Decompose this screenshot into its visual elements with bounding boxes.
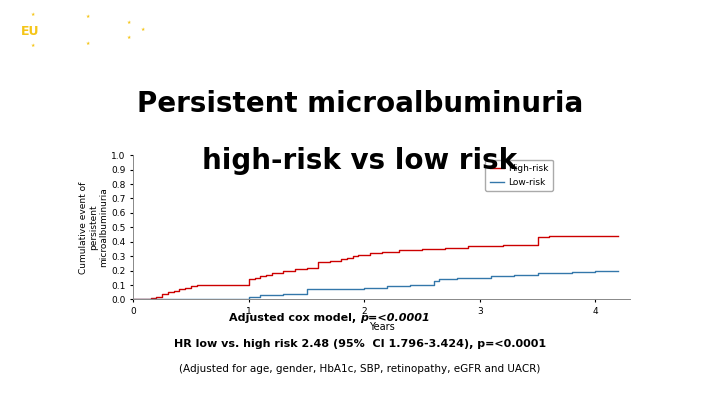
Text: ★: ★ xyxy=(30,43,35,47)
X-axis label: Years: Years xyxy=(369,322,395,332)
Text: ★: ★ xyxy=(86,40,90,45)
Text: PRIORITY: PRIORITY xyxy=(68,26,120,36)
Text: (Adjusted for age, gender, HbA1c, SBP, retinopathy, eGFR and UACR): (Adjusted for age, gender, HbA1c, SBP, r… xyxy=(179,364,541,374)
Text: Adjusted cox model,: Adjusted cox model, xyxy=(229,313,360,324)
Text: HR low vs. high risk 2.48 (95%  CI 1.796-3.424), p=<0.0001: HR low vs. high risk 2.48 (95% CI 1.796-… xyxy=(174,339,546,349)
Text: high-risk vs low risk: high-risk vs low risk xyxy=(202,147,518,175)
Text: ★: ★ xyxy=(86,15,90,19)
Text: Persistent microalbuminuria: Persistent microalbuminuria xyxy=(137,90,583,118)
Text: ★: ★ xyxy=(141,28,145,32)
Y-axis label: Cumulative event of
persistent
microalbuminuria: Cumulative event of persistent microalbu… xyxy=(78,181,109,273)
Text: ★: ★ xyxy=(126,35,130,40)
Text: ★: ★ xyxy=(30,13,35,17)
Legend: High-risk, Low-risk: High-risk, Low-risk xyxy=(485,160,553,191)
Text: EU: EU xyxy=(21,25,40,38)
Text: ★: ★ xyxy=(126,20,130,25)
Text: p=<0.0001: p=<0.0001 xyxy=(360,313,430,324)
